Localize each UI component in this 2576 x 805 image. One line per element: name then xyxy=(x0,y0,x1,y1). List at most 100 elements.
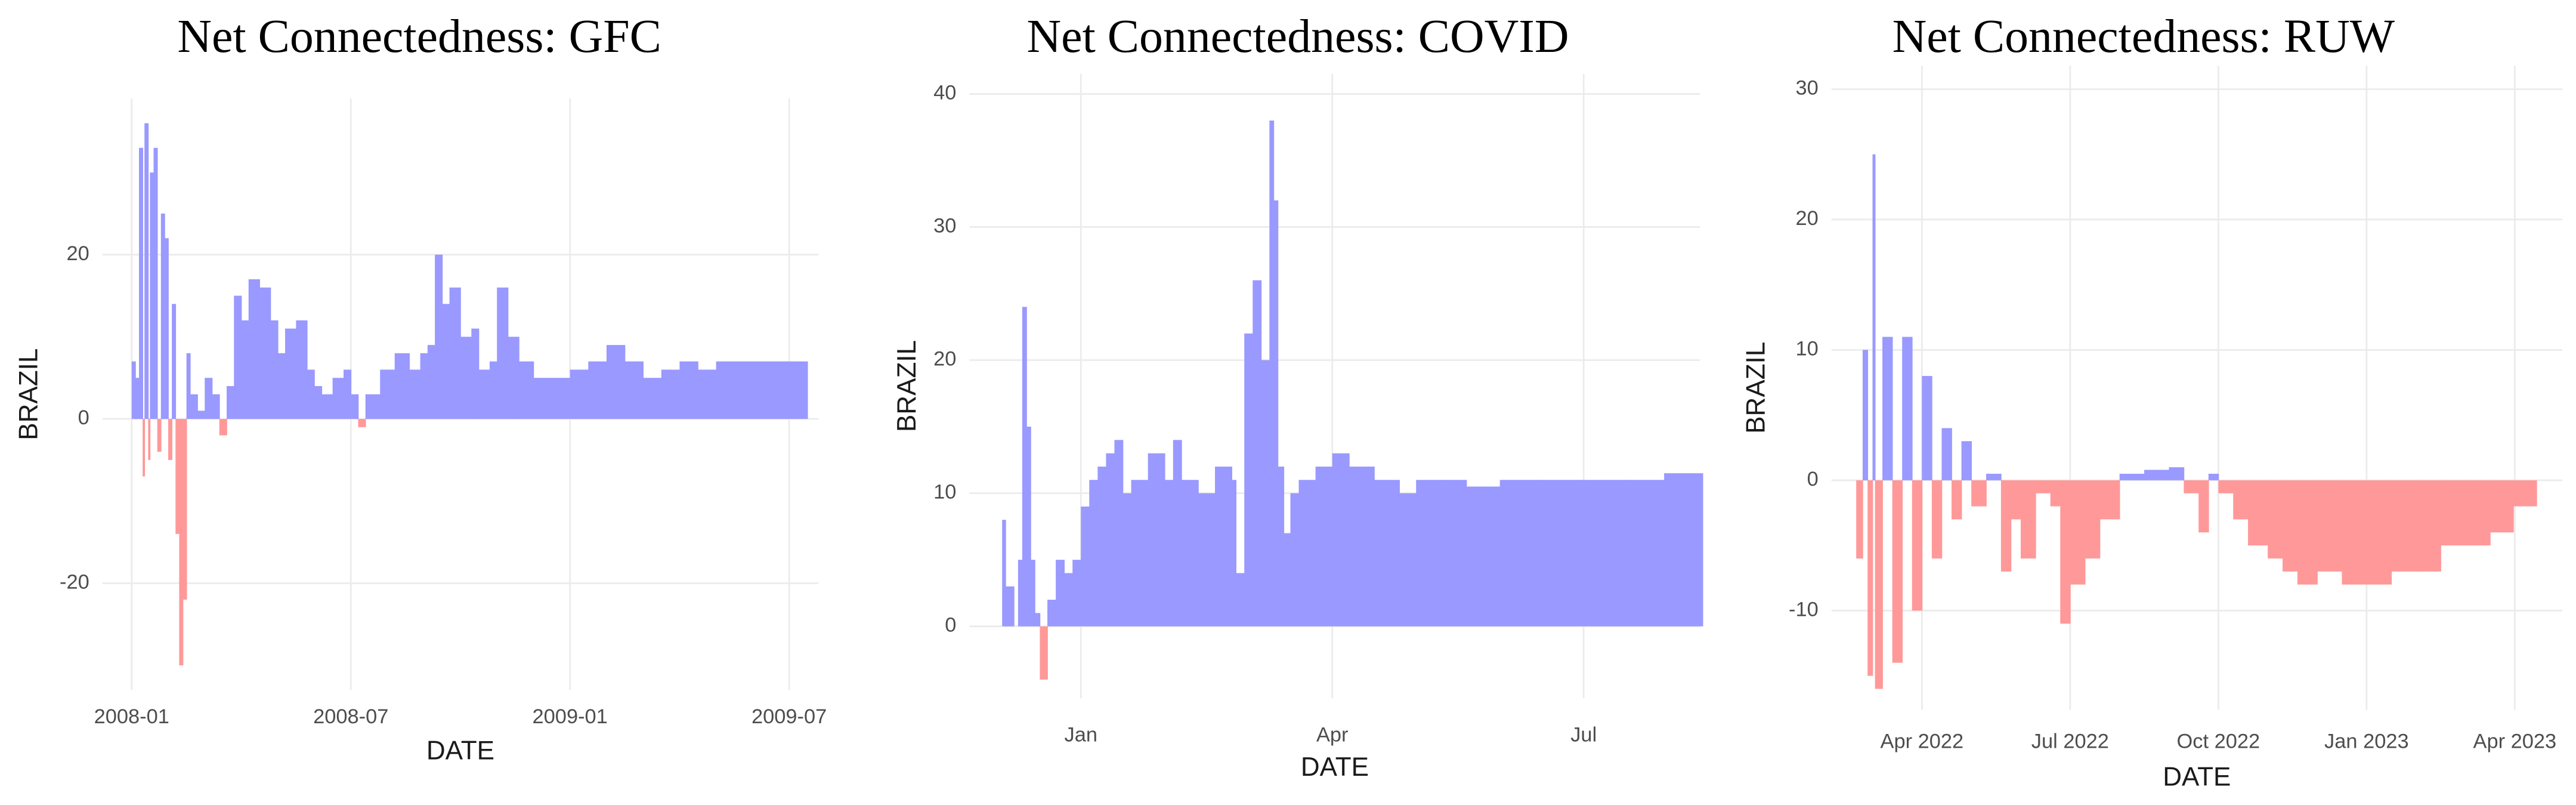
area-segment xyxy=(1089,480,1099,627)
area-segment xyxy=(135,378,140,420)
area-segment xyxy=(157,419,162,452)
area-segment xyxy=(1122,493,1132,627)
area-segment xyxy=(307,369,315,420)
area-segment xyxy=(2513,480,2537,507)
area-segment xyxy=(168,419,172,460)
area-segment xyxy=(409,369,421,420)
area-segment xyxy=(1022,307,1027,627)
area-segment xyxy=(679,361,698,420)
area-segment xyxy=(1961,441,1972,480)
area-segment xyxy=(314,385,323,420)
area-segment xyxy=(160,213,165,420)
area-segment xyxy=(1290,493,1300,627)
area-segment xyxy=(2465,480,2491,546)
area-segment xyxy=(1941,428,1952,480)
area-segment xyxy=(1005,586,1015,627)
area-segment xyxy=(442,304,450,420)
y-axis-label: BRAZIL xyxy=(892,340,921,432)
area-segment xyxy=(2144,470,2170,480)
area-segment xyxy=(2099,480,2120,520)
y-tick-label: 40 xyxy=(933,81,956,104)
area-segment xyxy=(183,419,187,600)
area-segment xyxy=(1056,560,1065,627)
area-segment xyxy=(296,320,308,420)
area-segment xyxy=(752,361,772,420)
area-segment xyxy=(1912,480,1923,611)
x-tick-label: Jan xyxy=(1065,723,1097,746)
area-segment xyxy=(1952,480,1962,520)
area-segment xyxy=(643,378,662,420)
area-segment xyxy=(2233,480,2249,520)
area-segment xyxy=(1399,493,1417,627)
area-segment xyxy=(153,147,158,420)
area-segment xyxy=(420,353,428,420)
area-segment xyxy=(164,238,169,420)
area-segment xyxy=(2248,480,2269,546)
area-segment xyxy=(1922,376,1932,480)
area-segment xyxy=(241,320,249,420)
area-segment xyxy=(1002,520,1006,627)
area-segment xyxy=(2268,480,2283,559)
area-segment xyxy=(1261,360,1270,627)
area-segment xyxy=(624,361,644,420)
area-segment xyxy=(1198,493,1216,627)
area-segment xyxy=(1215,466,1232,627)
x-tick-label: Jan 2023 xyxy=(2324,730,2409,752)
area-segment xyxy=(1097,466,1107,627)
area-segment xyxy=(1236,573,1245,627)
area-segment xyxy=(1466,486,1501,627)
x-tick-label: Apr xyxy=(1316,723,1349,746)
x-tick-label: Jul 2022 xyxy=(2031,730,2109,752)
area-segment xyxy=(148,419,151,460)
area-segment xyxy=(351,394,359,420)
y-tick-label: 20 xyxy=(1795,207,1818,230)
area-segment xyxy=(1064,573,1074,627)
area-segment xyxy=(1892,480,1903,663)
area-segment xyxy=(716,361,735,420)
area-segment xyxy=(1278,466,1285,627)
area-segment xyxy=(270,320,279,420)
y-tick-label: 30 xyxy=(1795,77,1818,100)
area-segment xyxy=(2070,480,2086,585)
area-segment xyxy=(2000,480,2012,572)
y-tick-label: -10 xyxy=(1789,598,1819,621)
x-axis-label: DATE xyxy=(426,736,494,766)
area-segment xyxy=(478,369,490,420)
area-segment xyxy=(1081,506,1090,627)
area-segment xyxy=(1441,480,1467,627)
area-segment xyxy=(661,369,681,420)
area-segment xyxy=(2218,480,2234,494)
area-segment xyxy=(1872,154,1876,480)
area-segment xyxy=(284,328,297,420)
area-segment xyxy=(460,337,472,420)
area-segment xyxy=(2085,480,2101,559)
area-segment xyxy=(1332,453,1350,627)
area-segment xyxy=(1026,427,1031,627)
area-segment xyxy=(1034,613,1041,627)
area-segment xyxy=(771,361,790,420)
x-tick-label: Oct 2022 xyxy=(2177,730,2260,752)
area-segment xyxy=(1047,599,1056,627)
area-segment xyxy=(1164,480,1174,627)
area-segment xyxy=(1148,453,1165,627)
area-segment xyxy=(190,394,198,420)
area-segment xyxy=(1232,480,1237,627)
area-segment xyxy=(172,304,177,420)
area-segment xyxy=(2184,480,2200,494)
area-segment xyxy=(2391,480,2417,572)
area-segment xyxy=(1131,480,1149,627)
y-tick-label: 0 xyxy=(1807,468,1819,491)
area-segment xyxy=(1173,440,1182,627)
area-segment xyxy=(427,345,435,420)
area-segment xyxy=(2035,480,2051,494)
area-segment xyxy=(321,394,333,420)
x-tick-label: 2009-01 xyxy=(533,705,608,728)
area-segment xyxy=(144,123,149,420)
area-segment xyxy=(2169,467,2185,480)
area-segment xyxy=(2021,480,2036,559)
area-segment xyxy=(1315,466,1333,627)
y-tick-label: 20 xyxy=(66,242,89,265)
x-tick-label: Apr 2022 xyxy=(1881,730,1964,752)
area-segment xyxy=(1181,480,1199,627)
